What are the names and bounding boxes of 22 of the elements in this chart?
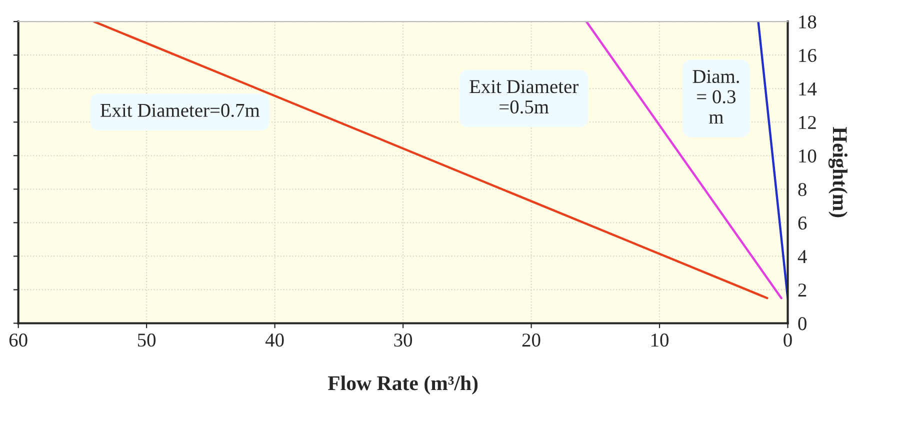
y-tick-label: 4 — [798, 250, 807, 263]
annotation: Exit Diameter =0.5m — [470, 80, 578, 114]
y-tick-label: 16 — [799, 48, 816, 62]
x-tick-label: 20 — [522, 334, 540, 347]
y-tick-label: 14 — [799, 82, 817, 96]
y-tick-label: 12 — [799, 116, 816, 129]
x-tick-label: 10 — [652, 334, 668, 347]
annotation: Diam. = 0.3 m — [692, 70, 739, 124]
y-tick-label: 18 — [799, 15, 816, 28]
y-axis-title: Height(m) — [828, 127, 848, 218]
x-tick-label: 0 — [784, 334, 792, 347]
y-tick-label: 6 — [798, 216, 807, 230]
x-tick-label: 50 — [138, 334, 156, 347]
y-tick-label: 10 — [799, 149, 816, 163]
x-tick-label: 60 — [9, 334, 28, 347]
y-tick-label: 0 — [798, 317, 806, 330]
x-tick-label: 30 — [394, 334, 412, 347]
y-tick-label: 2 — [798, 284, 806, 296]
y-tick-label: 8 — [798, 182, 806, 196]
annotation: Exit Diameter=0.7m — [100, 104, 260, 118]
x-axis-title: Flow Rate (m³/h) — [328, 376, 478, 394]
x-tick-label: 40 — [265, 334, 284, 347]
